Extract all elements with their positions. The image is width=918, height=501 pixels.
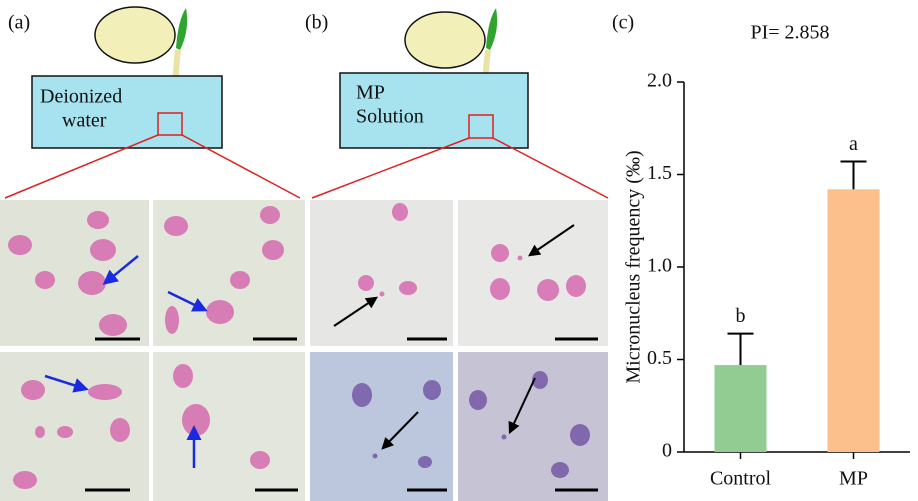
bar-chart: (c) PI= 2.858 Micronucleus frequency (‰)…: [612, 12, 910, 490]
y-tick-label: 0.5: [647, 347, 672, 369]
panel-label: (c): [612, 12, 634, 34]
significance-letter: a: [849, 133, 858, 155]
beaker-text: Deionized: [40, 86, 122, 108]
micrographs: [0, 200, 608, 501]
chart-title: PI= 2.858: [750, 22, 829, 44]
y-tick-label: 1.0: [647, 255, 672, 277]
beaker-text: MP: [356, 82, 385, 104]
beaker-text: water: [62, 110, 107, 132]
diagram-b: (b) MP Solution: [305, 8, 609, 199]
panel-label: (b): [305, 12, 328, 34]
x-tick-label: MP: [839, 468, 868, 490]
panel-label: (a): [8, 12, 30, 34]
x-tick-label: Control: [710, 468, 772, 490]
significance-letter: b: [736, 305, 746, 327]
beaker-text: Solution: [356, 106, 424, 128]
bar: [714, 365, 767, 452]
y-tick-label: 1.5: [647, 162, 672, 184]
diagram-a: (a) Deionized water: [4, 6, 301, 199]
y-tick-label: 2.0: [647, 70, 672, 92]
bar: [827, 189, 880, 453]
y-axis-label: Micronucleus frequency (‰): [623, 150, 645, 383]
y-tick-label: 0: [662, 440, 672, 462]
